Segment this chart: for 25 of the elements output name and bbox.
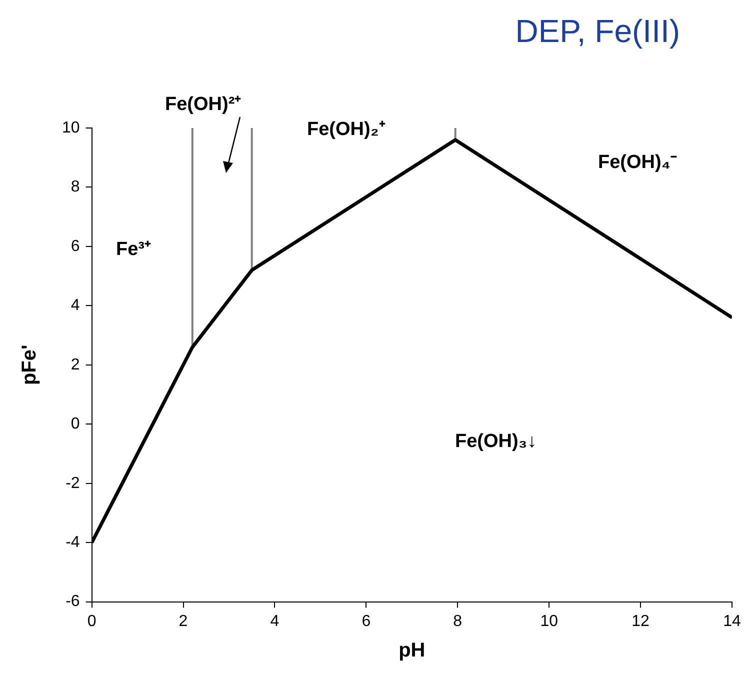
annotation: Fe³⁺ [116, 239, 152, 260]
y-tick-label: 6 [70, 238, 80, 255]
x-tick-label: 10 [540, 612, 558, 630]
y-tick-label: -6 [66, 593, 80, 610]
x-tick-label: 12 [632, 612, 650, 630]
x-tick-label: 14 [723, 612, 741, 630]
annotation: Fe(OH)₄⁻ [598, 152, 678, 173]
y-tick-label: 10 [62, 119, 80, 136]
y-tick-label: -2 [66, 474, 80, 492]
x-axis-title: pH [398, 640, 426, 662]
x-tick-label: 6 [362, 612, 371, 630]
y-tick-label: 4 [70, 297, 80, 314]
y-tick-label: 0 [70, 416, 80, 433]
x-tick-label: 0 [87, 612, 96, 630]
text: Fe(OH)²⁺ [165, 94, 242, 115]
x-tick-label: 4 [270, 612, 280, 630]
y-tick-label: 2 [70, 356, 80, 374]
annotation: Fe(OH)₂⁺ [307, 119, 386, 140]
x-tick-label: 2 [178, 612, 188, 630]
annotation: Fe(OH)₃↓ [455, 431, 537, 452]
x-tick-label: 8 [453, 612, 462, 630]
y-tick-label: -4 [66, 534, 80, 551]
y-tick-label: 8 [70, 178, 80, 196]
chart-title: DEP, Fe(III) [515, 13, 680, 49]
y-axis-title: pFe' [18, 344, 41, 386]
